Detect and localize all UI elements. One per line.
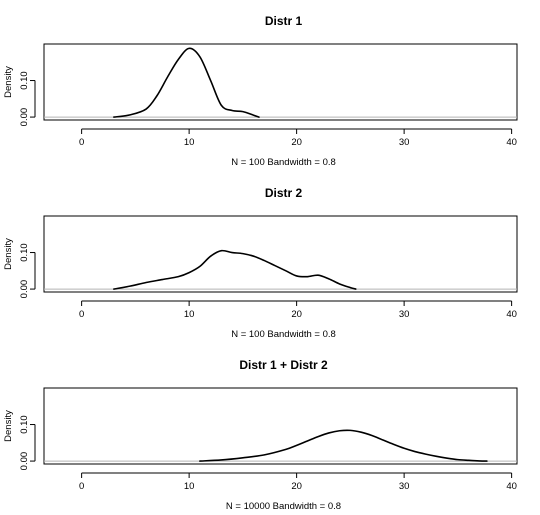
chart-title: Distr 1 + Distr 2 bbox=[239, 358, 328, 372]
density-panel-1: Distr 1 0 10 20 30 40 N = 100 Bandwidth = 0.8 0… bbox=[3, 14, 518, 168]
density-curve-series-1 bbox=[113, 249, 357, 290]
x-tick-label: 40 bbox=[506, 137, 517, 148]
y-tick-label: 0.00 bbox=[19, 452, 30, 471]
x-tick-label: 30 bbox=[399, 309, 410, 320]
x-tick-label: 20 bbox=[291, 137, 302, 148]
y-axis-title: Density bbox=[3, 66, 14, 98]
y-tick-label: 0.00 bbox=[19, 280, 30, 299]
x-tick-label: 10 bbox=[184, 309, 195, 320]
x-tick-label: 40 bbox=[506, 481, 517, 492]
y-axis-title: Density bbox=[3, 238, 14, 270]
x-axis-subtitle: N = 100 Bandwidth = 0.8 bbox=[231, 329, 336, 340]
x-tick-label: 10 bbox=[184, 137, 195, 148]
chart-title: Distr 2 bbox=[265, 186, 303, 200]
x-axis-subtitle: N = 100 Bandwidth = 0.8 bbox=[231, 157, 336, 168]
density-curve-series-1 bbox=[113, 47, 260, 118]
x-tick-label: 30 bbox=[399, 481, 410, 492]
chart-title: Distr 1 bbox=[265, 14, 303, 28]
x-tick-label: 40 bbox=[506, 309, 517, 320]
y-axis-title: Density bbox=[3, 410, 14, 442]
y-tick-label: 0.00 bbox=[19, 108, 30, 127]
x-tick-label: 30 bbox=[399, 137, 410, 148]
x-axis-subtitle: N = 10000 Bandwidth = 0.8 bbox=[226, 501, 341, 512]
density-curve-series-1 bbox=[199, 429, 488, 462]
x-tick-label: 10 bbox=[184, 481, 195, 492]
plot-frame bbox=[43, 215, 518, 293]
y-tick-label: 0.10 bbox=[19, 71, 30, 90]
plot-frame bbox=[43, 43, 518, 121]
y-tick-label: 0.10 bbox=[19, 243, 30, 261]
x-tick-label: 0 bbox=[79, 137, 84, 148]
x-tick-label: 0 bbox=[79, 481, 84, 492]
density-panel-2: Distr 2 0 10 20 30 40 N = 100 Bandwidth = 0.8 0… bbox=[3, 186, 518, 340]
density-panel-3: Distr 1 + Distr 2 0 10 20 30 40 N = 10000 Band… bbox=[3, 358, 518, 512]
y-tick-label: 0.10 bbox=[19, 415, 30, 434]
x-tick-label: 0 bbox=[79, 309, 84, 320]
plot-frame bbox=[43, 387, 518, 465]
x-tick-label: 20 bbox=[291, 481, 302, 492]
x-tick-label: 20 bbox=[291, 309, 302, 320]
